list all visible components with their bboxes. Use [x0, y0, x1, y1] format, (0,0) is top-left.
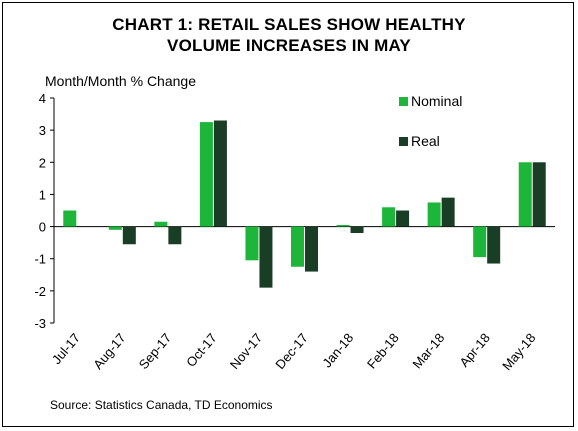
bar-nominal-feb-18	[382, 207, 396, 227]
y-axis-label: Month/Month % Change	[45, 73, 196, 89]
bar-nominal-dec-17	[291, 226, 304, 267]
y-tick-label: -1	[34, 252, 46, 267]
chart-title: CHART 1: RETAIL SALES SHOW HEALTHY VOLUM…	[0, 14, 578, 56]
bar-nominal-jul-17	[63, 210, 77, 227]
bar-real-jan-18	[350, 226, 364, 233]
legend-swatch-real	[399, 137, 408, 146]
x-tick-label: Jan-18	[319, 330, 356, 370]
x-tick-label: Dec-17	[272, 330, 310, 372]
bar-nominal-aug-17	[108, 226, 122, 230]
x-tick-label: May-18	[499, 330, 538, 373]
y-tick-label: 2	[39, 155, 46, 170]
y-tick-label: 0	[39, 220, 46, 235]
x-tick-label: Sep-17	[136, 330, 174, 372]
x-tick-label: Aug-17	[90, 330, 128, 372]
bar-real-sep-17	[168, 226, 182, 245]
chart-title-line-1: CHART 1: RETAIL SALES SHOW HEALTHY	[112, 15, 466, 34]
bar-nominal-apr-18	[473, 226, 487, 258]
x-tick-label: Jul-17	[49, 330, 83, 367]
bar-nominal-may-18	[518, 162, 532, 227]
x-tick-label: Feb-18	[364, 330, 402, 371]
bar-nominal-mar-18	[427, 202, 441, 227]
x-tick-label: Mar-18	[409, 330, 447, 371]
legend-label-nominal: Nominal	[411, 93, 462, 109]
legend-swatch-nominal	[399, 97, 408, 106]
x-tick-label: Nov-17	[227, 330, 265, 372]
x-tick-label: Oct-17	[183, 330, 220, 370]
y-tick-label: 4	[39, 91, 46, 106]
bar-real-aug-17	[122, 226, 136, 245]
y-tick-label: 3	[39, 123, 46, 138]
chart-frame	[2, 2, 574, 427]
bar-real-apr-18	[487, 226, 501, 264]
chart-title-line-2: VOLUME INCREASES IN MAY	[167, 36, 411, 55]
bar-real-dec-17	[305, 226, 318, 272]
legend-label-real: Real	[411, 133, 440, 149]
y-tick-label: -2	[34, 284, 46, 299]
bar-real-may-18	[532, 162, 546, 227]
bar-real-feb-18	[396, 210, 410, 227]
bar-nominal-jan-18	[336, 224, 350, 227]
bar-real-nov-17	[259, 226, 273, 288]
bar-nominal-nov-17	[245, 226, 259, 261]
bar-nominal-oct-17	[199, 122, 213, 227]
bar-nominal-sep-17	[154, 221, 168, 227]
source-note: Source: Statistics Canada, TD Economics	[50, 398, 273, 412]
y-tick-label: -3	[34, 316, 46, 331]
y-tick-label: 1	[39, 187, 46, 202]
bar-real-oct-17	[213, 120, 227, 227]
x-tick-label: Apr-18	[456, 330, 493, 370]
bar-real-mar-18	[441, 197, 455, 227]
